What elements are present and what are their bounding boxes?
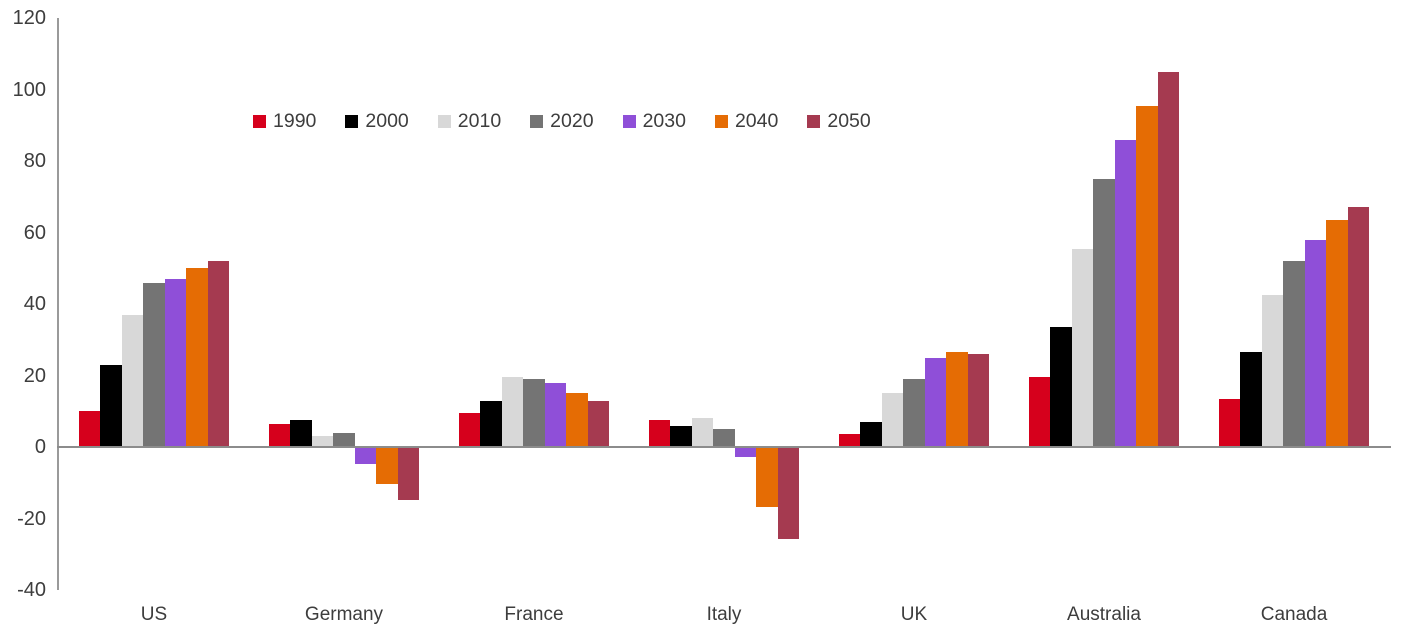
bar-Germany-2010 xyxy=(311,436,333,447)
bar-Germany-2040 xyxy=(376,448,398,484)
legend-swatch-icon xyxy=(437,115,451,129)
x-label-Italy: Italy xyxy=(706,604,742,625)
bar-France-2000 xyxy=(480,400,502,447)
legend-item-2030: 2030 xyxy=(622,110,686,132)
y-tick-label: 80 xyxy=(23,150,46,172)
y-tick-label: 40 xyxy=(23,293,46,315)
x-label-Canada: Canada xyxy=(1260,604,1328,625)
legend-item-2010: 2010 xyxy=(437,110,502,132)
bar-group-Germany xyxy=(249,18,439,590)
bar-Germany-1990 xyxy=(268,423,290,447)
bar-UK-2040 xyxy=(946,352,968,447)
bar-Australia-2020 xyxy=(1093,178,1115,447)
x-label-UK: UK xyxy=(900,604,928,625)
legend-label: 2010 xyxy=(457,110,502,132)
bar-group-France xyxy=(439,18,629,590)
y-axis-line xyxy=(57,18,59,590)
x-label-Australia: Australia xyxy=(1067,604,1141,625)
bar-Canada-2000 xyxy=(1240,352,1262,447)
bar-Australia-2000 xyxy=(1050,327,1072,447)
chart-legend: 1990 2000 2010 2020 2030 2040 2050 xyxy=(253,110,871,132)
legend-label: 2050 xyxy=(827,110,871,132)
legend-swatch-icon xyxy=(253,115,266,129)
legend-label: 2000 xyxy=(365,110,409,132)
bar-Australia-2030 xyxy=(1114,139,1136,447)
bar-Italy-2050 xyxy=(777,448,799,540)
bar-Italy-2040 xyxy=(756,448,778,507)
bar-group-Canada xyxy=(1199,18,1389,590)
y-tick-label: 0 xyxy=(34,436,46,458)
bar-Australia-2010 xyxy=(1071,248,1093,447)
bar-Italy-2000 xyxy=(670,425,692,447)
legend-swatch-icon xyxy=(622,115,636,129)
bar-Australia-2040 xyxy=(1136,105,1158,447)
bar-Germany-2020 xyxy=(333,432,355,447)
x-label-Germany: Germany xyxy=(304,604,384,625)
bar-US-2000 xyxy=(100,364,122,447)
bar-group-Australia xyxy=(1009,18,1199,590)
bar-US-2040 xyxy=(186,268,208,447)
legend-item-2020: 2020 xyxy=(530,110,594,132)
bar-Germany-2030 xyxy=(354,448,376,465)
legend-item-2040: 2040 xyxy=(714,110,779,132)
legend-label: 2030 xyxy=(642,110,686,132)
legend-item-2000: 2000 xyxy=(345,110,409,132)
bar-Canada-1990 xyxy=(1218,398,1240,447)
bar-Australia-2050 xyxy=(1157,71,1179,447)
bar-Canada-2020 xyxy=(1283,261,1305,447)
x-label-US: US xyxy=(140,604,168,625)
bar-UK-2000 xyxy=(860,421,882,447)
bar-France-2020 xyxy=(523,379,545,447)
bar-US-2010 xyxy=(121,314,143,447)
bar-Australia-1990 xyxy=(1028,377,1050,447)
legend-item-2050: 2050 xyxy=(807,110,871,132)
y-tick-label: 20 xyxy=(23,364,46,387)
bar-France-2010 xyxy=(501,377,523,447)
x-axis-category-labels: US Germany France Italy UK Australia Canada xyxy=(59,604,1389,626)
bar-Italy-2020 xyxy=(713,429,735,447)
bar-Italy-2030 xyxy=(734,448,756,457)
legend-label: 1990 xyxy=(273,110,317,132)
bar-Canada-2010 xyxy=(1261,295,1283,447)
y-tick-label: -20 xyxy=(17,507,46,530)
legend-item-1990: 1990 xyxy=(253,110,317,132)
bar-UK-2050 xyxy=(967,354,989,447)
bar-group-Italy xyxy=(629,18,819,590)
legend-swatch-icon xyxy=(714,115,728,129)
bar-Canada-2030 xyxy=(1304,239,1326,447)
zero-baseline xyxy=(57,446,1391,448)
legend-label: 2040 xyxy=(734,110,779,132)
y-tick-label: 60 xyxy=(23,221,46,244)
bar-group-UK xyxy=(819,18,1009,590)
bar-Germany-2050 xyxy=(397,448,419,500)
bar-US-1990 xyxy=(78,411,100,447)
bar-UK-1990 xyxy=(838,434,860,447)
bar-Italy-2010 xyxy=(691,418,713,447)
bar-Italy-1990 xyxy=(648,420,670,447)
legend-swatch-icon xyxy=(807,115,821,129)
x-label-France: France xyxy=(504,604,564,625)
y-tick-label: 120 xyxy=(12,7,46,29)
bar-France-2030 xyxy=(544,382,566,447)
bar-UK-2010 xyxy=(881,393,903,447)
bar-France-2040 xyxy=(566,393,588,447)
bar-UK-2030 xyxy=(924,357,946,447)
plot-area xyxy=(59,18,1389,590)
bar-US-2020 xyxy=(143,282,165,447)
bar-US-2050 xyxy=(207,261,229,447)
bar-Canada-2050 xyxy=(1347,207,1369,447)
bar-France-1990 xyxy=(458,413,480,447)
bar-Canada-2040 xyxy=(1326,219,1348,447)
bar-UK-2020 xyxy=(903,379,925,447)
legend-swatch-icon xyxy=(345,115,359,129)
legend-swatch-icon xyxy=(530,115,544,129)
bar-France-2050 xyxy=(587,400,609,447)
bar-Germany-2000 xyxy=(290,420,312,447)
y-tick-label: 100 xyxy=(12,78,46,101)
bar-group-US xyxy=(59,18,249,590)
bar-US-2030 xyxy=(164,278,186,447)
y-tick-label: -40 xyxy=(17,579,46,601)
legend-label: 2020 xyxy=(550,110,594,132)
